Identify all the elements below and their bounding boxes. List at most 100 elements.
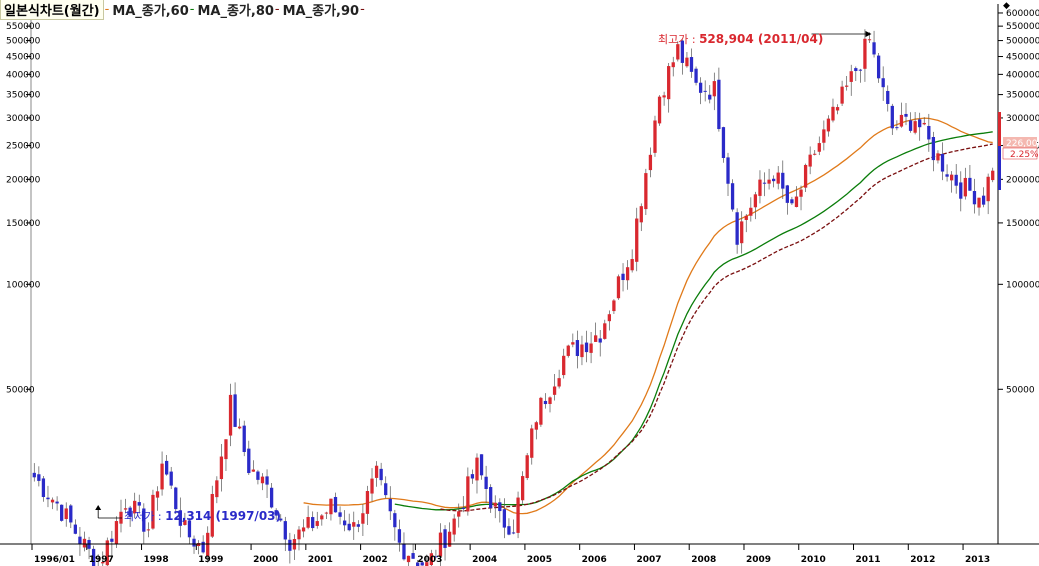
x-tick-label: 2005 (527, 555, 552, 565)
legend-ma90: MA_종가,90 (282, 3, 360, 19)
candle-body (228, 394, 233, 436)
y-tick-label: 500000 (1006, 37, 1039, 47)
candle-body (429, 553, 433, 566)
candle-body (164, 460, 169, 475)
x-tick-label: 2000 (253, 555, 278, 565)
candle-body (890, 105, 894, 129)
candle-body (279, 518, 283, 521)
candle-body (69, 505, 73, 523)
y-tick-label-left: 200000 (6, 175, 41, 185)
y-tick-label-left: 550000 (6, 22, 41, 32)
candle-body (238, 426, 242, 429)
candle-body (575, 340, 580, 357)
candle-body (694, 68, 698, 83)
candle-body (662, 95, 666, 98)
x-tick-label: 2002 (363, 555, 388, 565)
candle-body (251, 469, 255, 472)
candle-body (128, 507, 132, 517)
candle-body (954, 174, 958, 186)
y-tick-label: 200000 (1006, 175, 1039, 185)
y-tick-label-left: 450000 (6, 53, 41, 63)
candle-body (594, 335, 598, 342)
candle-body (616, 276, 621, 299)
candle-body (105, 540, 109, 566)
candle-body (142, 508, 146, 532)
candle-body (224, 439, 228, 460)
candle-body (443, 529, 447, 548)
candle-body (726, 157, 730, 184)
candle-body (881, 78, 885, 88)
candle-body (187, 520, 192, 538)
candle-body (347, 523, 351, 531)
candle-body (470, 474, 475, 479)
candle-body (931, 137, 936, 161)
x-tick-label: 2006 (582, 555, 607, 565)
candle-body (402, 543, 406, 560)
range-bar-down (998, 146, 1001, 190)
candle-body (671, 62, 675, 68)
candle-body (46, 497, 50, 500)
candle-body (872, 42, 876, 55)
candle-body (913, 121, 917, 133)
candle-body (849, 71, 853, 82)
candle-body (379, 468, 383, 481)
candle-body (338, 512, 342, 517)
candle-body (461, 507, 465, 509)
high-annotation: 최고가 : 528,904 (2011/04) (658, 32, 823, 46)
y-tick-label: 50000 (1006, 385, 1035, 395)
candle-body (657, 96, 662, 124)
candle-body (365, 491, 370, 514)
candle-body (762, 182, 767, 184)
y-tick-label: 450000 (1006, 53, 1039, 63)
low-arrow-head (95, 505, 102, 510)
candle-body (945, 174, 949, 177)
candle-body (502, 509, 507, 528)
candle-body (37, 474, 41, 481)
x-tick-label: 2008 (691, 555, 716, 565)
candle-body (949, 174, 954, 181)
candle-body (324, 512, 329, 514)
candle-body (621, 273, 625, 281)
candle-body (133, 500, 137, 514)
x-tick-label: 1998 (144, 555, 169, 565)
candle-body (183, 520, 187, 525)
candle-body (60, 504, 64, 521)
candle-body (297, 529, 301, 540)
candle-body (963, 177, 967, 197)
candle-body (730, 183, 735, 210)
candle-body (269, 487, 274, 508)
candle-body (991, 170, 995, 181)
candle-body (712, 81, 716, 97)
y-tick-label-left: 500000 (6, 37, 41, 47)
candle-body (64, 508, 68, 520)
candle-body (388, 498, 392, 512)
candle-body (584, 342, 589, 353)
candle-body (927, 125, 931, 140)
candle-body (968, 177, 972, 191)
candle-body (698, 82, 703, 93)
candle-body (986, 176, 990, 202)
candle-body (160, 463, 164, 490)
candle-body (50, 499, 55, 503)
x-tick-label: 2004 (472, 555, 497, 565)
current-price-box (1003, 137, 1037, 148)
chart-title: 일본식차트(월간) (0, 0, 104, 20)
candle-body (790, 199, 794, 204)
candle-body (457, 511, 461, 517)
candle-body (863, 38, 867, 69)
ma-line-80 (394, 131, 993, 511)
candle-body (648, 154, 653, 171)
y-tick-label: 600000 (1006, 9, 1039, 19)
candle-body (959, 182, 963, 199)
candle-body (137, 502, 141, 506)
candle-body (580, 344, 584, 358)
candle-body (822, 129, 826, 143)
candle-body (174, 487, 178, 510)
candle-body (639, 206, 643, 223)
scroll-up-icon[interactable]: ◆ (1003, 1, 1010, 11)
candle-body (735, 212, 739, 245)
candle-body (256, 471, 260, 480)
candle-body (274, 510, 278, 516)
candle-body (981, 195, 986, 205)
